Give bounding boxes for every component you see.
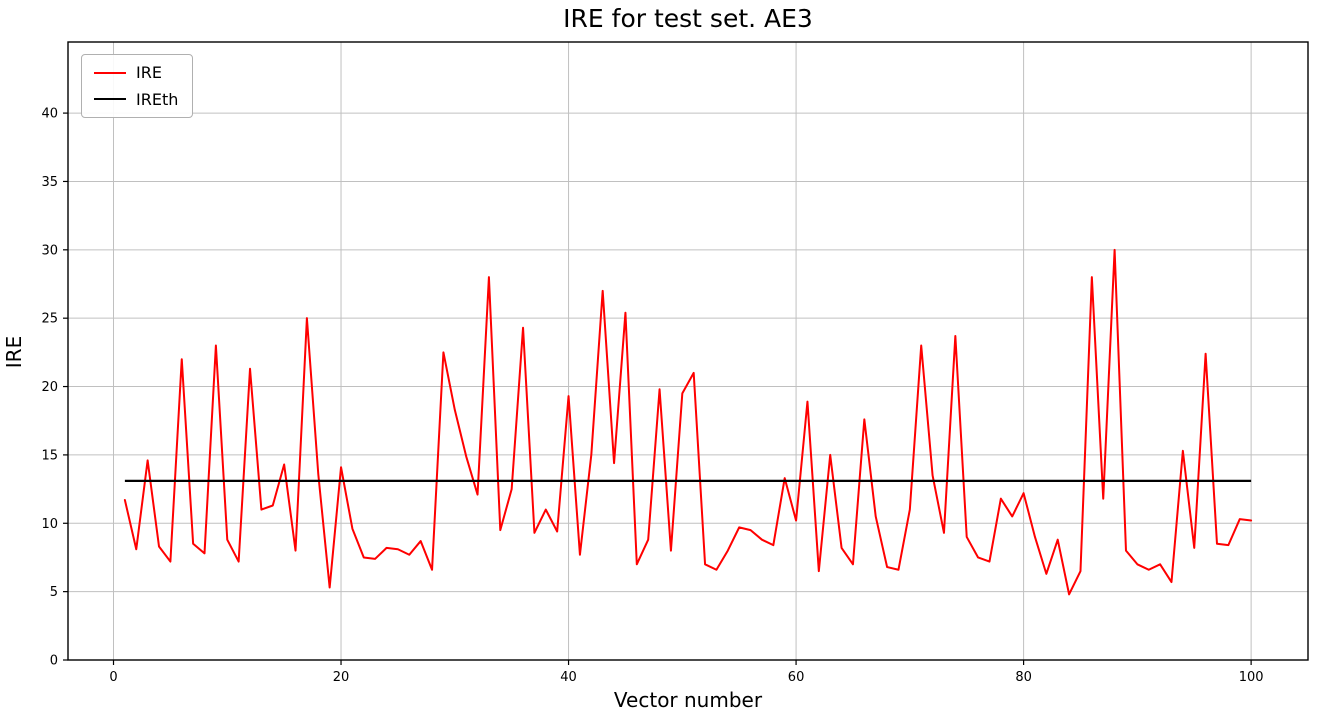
svg-text:60: 60: [788, 670, 805, 685]
legend-entry-ire: IRE: [94, 64, 178, 82]
svg-text:35: 35: [41, 175, 58, 190]
legend-entry-ireth: IREth: [94, 89, 179, 109]
x-axis-label: Vector number: [613, 688, 763, 712]
svg-text:100: 100: [1239, 670, 1264, 685]
svg-text:0: 0: [50, 654, 58, 669]
svg-text:80: 80: [1015, 670, 1032, 685]
svg-text:25: 25: [41, 312, 58, 327]
svg-text:20: 20: [41, 380, 58, 395]
chart-title: IRE for test set. AE3: [563, 4, 813, 33]
svg-text:0: 0: [109, 670, 117, 685]
svg-text:20: 20: [333, 670, 350, 685]
svg-text:40: 40: [560, 670, 577, 685]
legend-line-icon: [94, 98, 126, 101]
svg-text:5: 5: [50, 585, 58, 600]
y-axis-label: IRE: [2, 335, 26, 369]
legend: IRE IREth: [81, 54, 194, 119]
svg-text:30: 30: [41, 243, 58, 258]
legend-label: IRE: [136, 63, 162, 82]
legend-line-icon: [94, 71, 126, 74]
svg-text:15: 15: [41, 448, 58, 463]
svg-text:40: 40: [41, 107, 58, 122]
legend-label: IREth: [136, 89, 179, 109]
svg-text:10: 10: [41, 517, 58, 532]
